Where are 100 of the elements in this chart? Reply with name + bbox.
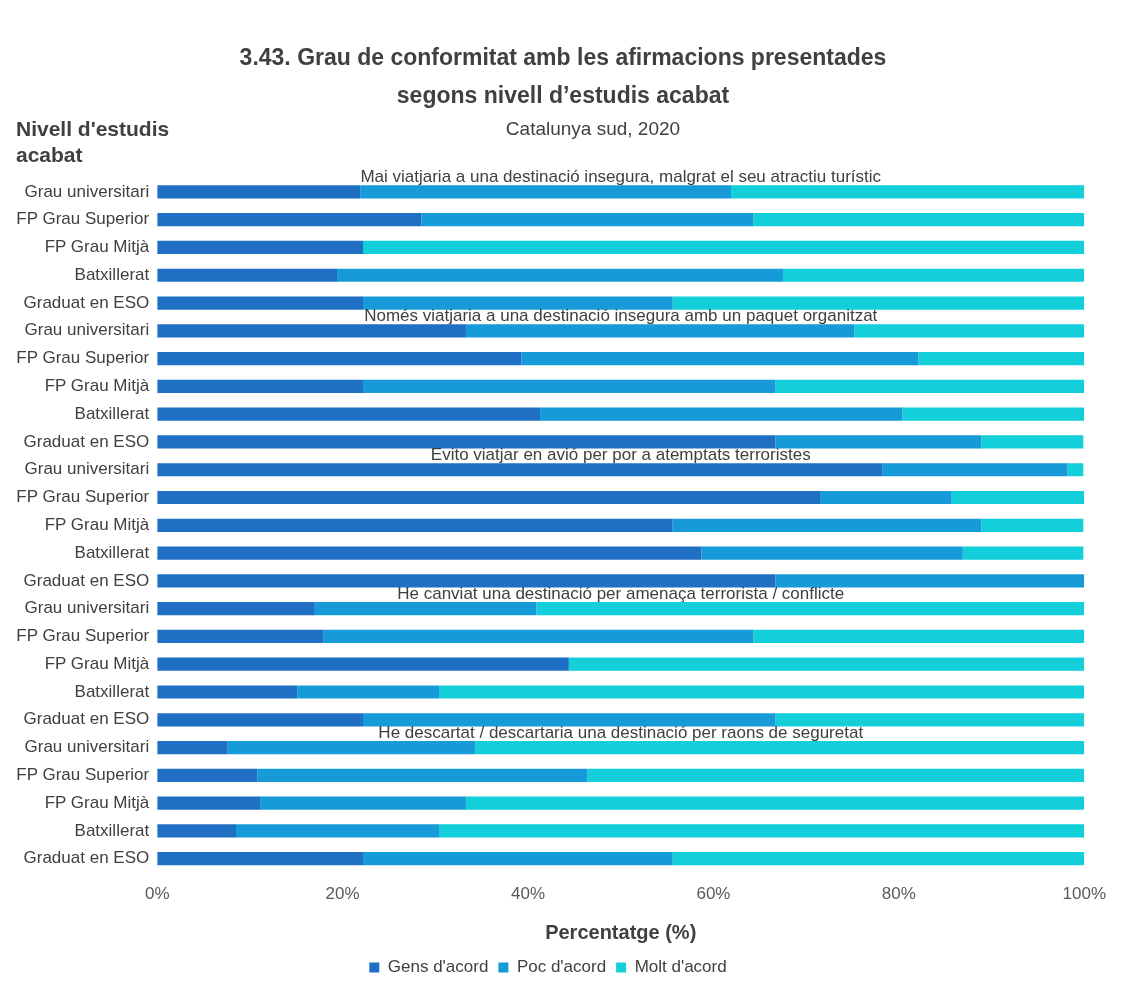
bar [157,463,883,477]
x-tick-label: 40% [511,884,546,904]
bar [157,546,702,560]
bar [157,574,776,588]
bar [672,518,982,532]
bar [439,685,1085,699]
y-tick-label: Graduat en ESO [23,570,150,590]
bar [568,657,1085,671]
bar [775,379,1085,393]
bar [157,407,541,421]
bar [157,213,422,227]
y-tick-label: Batxillerat [74,542,150,562]
bar [157,629,324,644]
bar [981,518,1084,532]
x-tick-label: 20% [325,884,360,904]
bar [962,546,1084,560]
y-tick-label: Graduat en ESO [23,292,150,312]
bar [157,768,258,782]
bar [157,518,673,532]
bar [775,713,1085,727]
bar [337,268,783,282]
chart-title: 3.43. Grau de conformitat amb les afirmacions presentades segons nivell d’estudis acabat [238,43,888,110]
annotation: Mai viatjaria a una destinació insegura, malgrat el seu atractiu turístic [360,167,882,187]
bar [951,490,1085,505]
y-tick-label: Batxillerat [74,264,150,284]
bar [363,852,673,866]
y-tick-label: Grau universitari [24,320,150,340]
bar [672,852,1085,866]
x-tick-label: 60% [696,884,731,904]
y-tick-label: Batxillerat [74,403,150,423]
y-tick-label: FP Grau Mitjà [44,653,150,673]
bar [753,213,1085,227]
y-tick-label: Graduat en ESO [23,431,150,451]
bar [157,352,522,366]
bar [157,324,466,338]
bar [360,185,732,199]
bar [157,657,569,671]
bar [465,796,1085,810]
bar [157,602,315,616]
bar [1067,463,1084,477]
bar [775,435,982,449]
y-tick-label: Batxillerat [74,820,150,840]
bar [157,185,361,199]
bar [157,796,261,810]
bar [439,824,1085,838]
y-tick-label: FP Grau Mitjà [44,514,150,534]
x-tick-label: 80% [881,884,916,904]
legend-label: Molt d'acord [634,957,727,977]
bar [540,407,903,421]
bar [157,740,228,755]
bar [227,740,476,755]
y-tick-label: FP Grau Superior [16,487,150,507]
bar [157,240,364,255]
bar [323,629,754,644]
bar [902,407,1085,421]
bar [521,352,919,366]
bar [157,685,298,699]
bar [701,546,963,560]
annotation: Evito viatjar en avió per por a atemptats terroristes [430,444,811,464]
bar [236,824,440,838]
y-tick-label: Grau universitari [24,598,150,618]
bar [672,296,1085,310]
bar [257,768,588,782]
y-tick-label: Graduat en ESO [23,709,150,729]
bar [753,629,1085,644]
bar [157,296,364,310]
bar [157,490,821,505]
annotation: Només viatjaria a una destinació insegura amb un paquet organitzat [364,306,878,326]
bar [882,463,1068,477]
y-tick-label: FP Grau Superior [16,209,150,229]
y-tick-label: FP Grau Superior [16,765,150,785]
bar [157,268,338,282]
bar [314,602,537,616]
bar [782,268,1085,282]
chart-subtitle: Catalunya sud, 2020 [505,118,681,139]
bar [918,352,1085,366]
bar [157,713,364,727]
bar [157,379,364,393]
y-tick-label: FP Grau Mitjà [44,237,150,257]
bar [731,185,1085,199]
bar [536,602,1085,616]
bar [820,490,952,505]
y-tick-label: Batxillerat [74,681,150,701]
y-tick-label: Grau universitari [24,459,150,479]
y-tick-label: FP Grau Mitjà [44,792,150,812]
bar [421,213,754,227]
bar [363,240,1085,255]
x-tick-label: 0% [144,884,170,904]
y-axis-title: Nivell d'estudis acabat [16,116,171,168]
x-axis-title: Percentatge (%) [545,920,697,943]
bar [775,574,1085,588]
bar [157,435,776,449]
bar [363,379,776,393]
y-tick-label: FP Grau Superior [16,626,150,646]
legend-label: Gens d'acord [387,957,489,977]
bar [981,435,1084,449]
x-tick-label: 100% [1062,884,1106,904]
bar [465,324,855,338]
bar [157,852,364,866]
bar [475,740,1085,755]
